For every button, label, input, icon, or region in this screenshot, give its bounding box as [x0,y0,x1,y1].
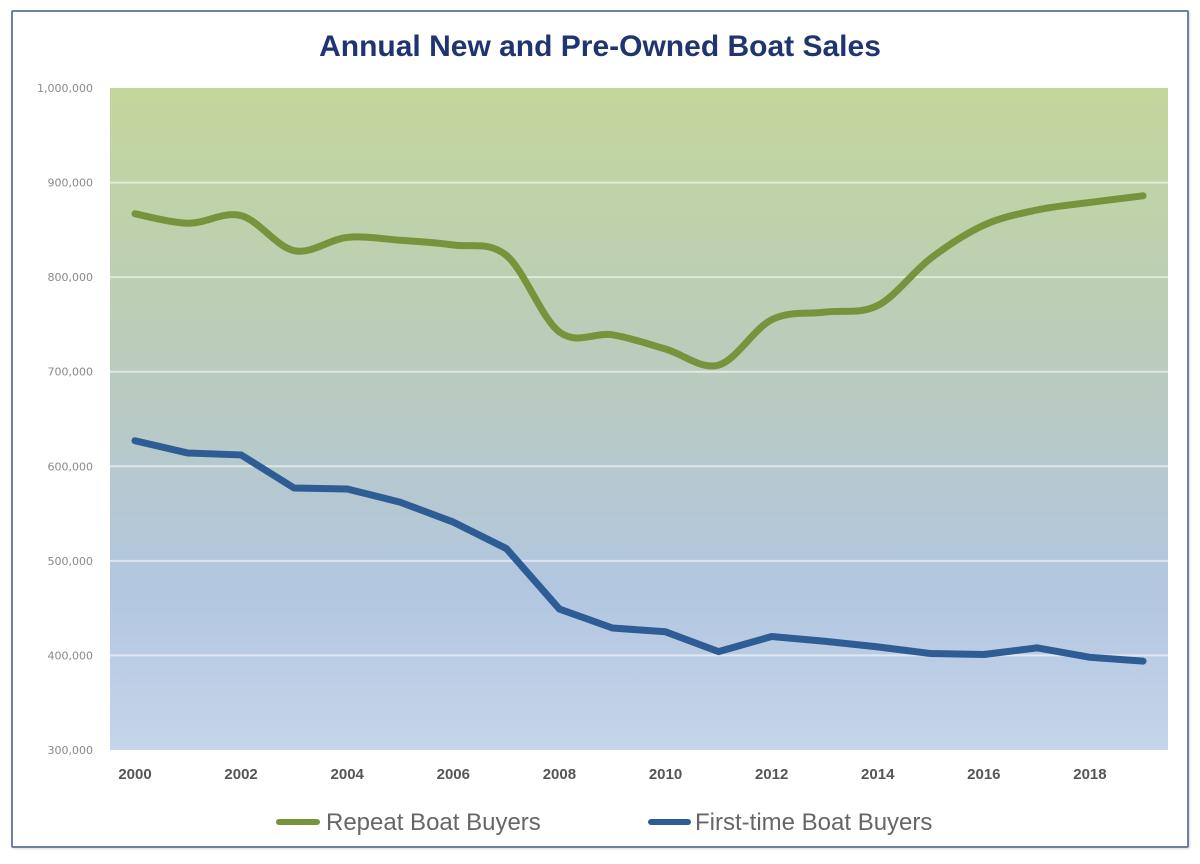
y-tick-label: 800,000 [48,271,94,284]
y-tick-label: 900,000 [48,177,94,190]
legend-item-first-time: First-time Boat Buyers [648,809,932,836]
chart-title: Annual New and Pre-Owned Boat Sales [319,30,881,63]
x-tick-label: 2016 [967,766,1000,783]
series-line-first-time-boat-buyers [131,437,1147,665]
legend-label-first-time: First-time Boat Buyers [695,809,932,836]
y-axis: 1,000,000 900,000 800,000 700,000 600,000 500… [37,82,93,757]
y-tick-label: 1,000,000 [37,82,93,95]
y-tick-label: 400,000 [48,649,94,662]
x-tick-label: 2000 [118,766,151,783]
x-axis: 2000 2002 2004 2006 2008 2010 2012 2014 2016 2018 [118,766,1106,783]
x-tick-label: 2002 [224,766,257,783]
y-tick-label: 700,000 [48,366,94,379]
x-tick-label: 2008 [543,766,576,783]
x-tick-label: 2012 [755,766,788,783]
legend: Repeat Boat Buyers First-time Boat Buyer… [276,809,932,836]
y-tick-label: 300,000 [48,744,94,757]
series-line-repeat-boat-buyers [131,192,1147,370]
x-tick-label: 2010 [649,766,682,783]
plot-area [110,88,1168,750]
x-tick-label: 2004 [331,766,365,783]
series-lines [131,192,1147,665]
x-tick-label: 2018 [1073,766,1106,783]
y-tick-label: 600,000 [48,460,94,473]
y-tick-label: 500,000 [48,555,94,568]
x-tick-label: 2006 [437,766,470,783]
legend-item-repeat: Repeat Boat Buyers [276,809,541,836]
legend-label-repeat: Repeat Boat Buyers [326,809,541,836]
x-tick-label: 2014 [861,766,895,783]
